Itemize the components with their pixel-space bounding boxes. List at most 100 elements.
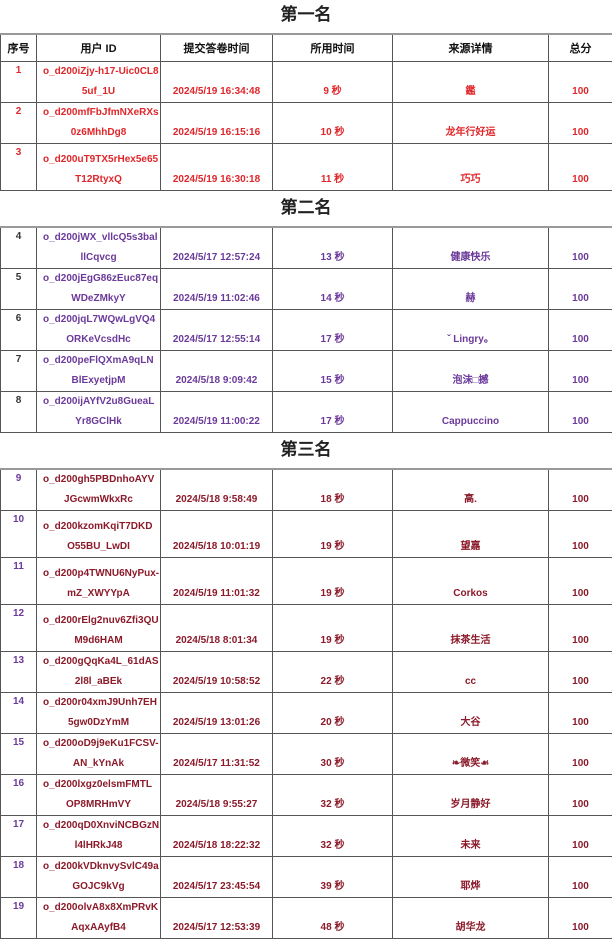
user-id-line: o_d200rElg2nuv6Zfi3QU (37, 611, 160, 631)
time-used: 18 秒 (273, 469, 393, 511)
user-id-line: o_d200peFlQXmA9qLN (37, 351, 160, 371)
rank-index: 3 (1, 144, 37, 191)
user-id-line: o_d200oD9j9eKu1FCSV- (37, 734, 160, 754)
user-id-line: AqxAAyfB4 (37, 918, 160, 938)
total-score: 100 (549, 392, 612, 433)
submit-time: 2024/5/17 12:53:39 (161, 898, 273, 939)
submit-time: 2024/5/18 9:55:27 (161, 775, 273, 816)
submit-time: 2024/5/17 12:57:24 (161, 227, 273, 269)
user-id-line: o_d200uT9TX5rHex5e65 (37, 150, 160, 170)
time-used: 15 秒 (273, 351, 393, 392)
user-id-line: o_d200gh5PBDnhoAYV (37, 470, 160, 490)
time-used: 17 秒 (273, 310, 393, 351)
rank-index: 8 (1, 392, 37, 433)
user-id-line: JGcwmWkxRc (37, 490, 160, 510)
rank-index: 12 (1, 605, 37, 652)
rank-index: 15 (1, 734, 37, 775)
submit-time: 2024/5/19 13:01:26 (161, 693, 273, 734)
submit-time: 2024/5/19 16:30:18 (161, 144, 273, 191)
source-detail: Cappuccino (393, 392, 549, 433)
user-id-line: o_d200iZjy-h17-Uic0CL8 (37, 62, 160, 82)
total-score: 100 (549, 103, 612, 144)
source-detail: cc (393, 652, 549, 693)
submit-time: 2024/5/19 11:01:32 (161, 558, 273, 605)
total-score: 100 (549, 816, 612, 857)
time-used: 32 秒 (273, 775, 393, 816)
column-header: 所用时间 (273, 34, 393, 62)
source-detail: 高. (393, 469, 549, 511)
source-detail: 巧巧 (393, 144, 549, 191)
user-id-line: T12RtyxQ (37, 170, 160, 190)
rank-index: 18 (1, 857, 37, 898)
total-score: 100 (549, 898, 612, 939)
user-id-line: mZ_XWYYpA (37, 584, 160, 604)
source-detail: ˇ Lingry。 (393, 310, 549, 351)
time-used: 30 秒 (273, 734, 393, 775)
user-id-line: o_d200p4TWNU6NyPux- (37, 564, 160, 584)
user-id-line: 2l8l_aBEk (37, 672, 160, 692)
submit-time: 2024/5/19 16:34:48 (161, 62, 273, 103)
column-header: 用户 ID (37, 34, 161, 62)
user-id-line: BlExyetjpM (37, 371, 160, 391)
user-id-line: o_d200olvA8x8XmPRvK (37, 898, 160, 918)
user-id-line: o_d200lxgz0elsmFMTL (37, 775, 160, 795)
total-score: 100 (549, 144, 612, 191)
submit-time: 2024/5/18 9:09:42 (161, 351, 273, 392)
source-detail: ❧微笑☙ (393, 734, 549, 775)
time-used: 13 秒 (273, 227, 393, 269)
total-score: 100 (549, 469, 612, 511)
user-id-line: o_d200ijAYfV2u8GueaL (37, 392, 160, 412)
rank-index: 6 (1, 310, 37, 351)
time-used: 10 秒 (273, 103, 393, 144)
rank-index: 19 (1, 898, 37, 939)
rank-index: 4 (1, 227, 37, 269)
total-score: 100 (549, 734, 612, 775)
time-used: 19 秒 (273, 558, 393, 605)
user-id-line: M9d6HAM (37, 631, 160, 651)
time-used: 48 秒 (273, 898, 393, 939)
user-id-line: o_d200jEgG86zEuc87eq (37, 269, 160, 289)
user-id-line: o_d200mfFbJfmNXeRXs (37, 103, 160, 123)
section-title: 第一名 (0, 5, 612, 25)
user-id-line: Yr8GClHk (37, 412, 160, 432)
rank-index: 1 (1, 62, 37, 103)
time-used: 19 秒 (273, 511, 393, 558)
column-header: 序号 (1, 34, 37, 62)
rank-index: 7 (1, 351, 37, 392)
source-detail: 耶烨 (393, 857, 549, 898)
user-id: o_d200p4TWNU6NyPux-mZ_XWYYpA (37, 558, 161, 605)
section-title: 第三名 (0, 440, 612, 460)
column-header: 总分 (549, 34, 612, 62)
time-used: 19 秒 (273, 605, 393, 652)
source-detail: 胡华龙 (393, 898, 549, 939)
time-used: 39 秒 (273, 857, 393, 898)
total-score: 100 (549, 652, 612, 693)
user-id: o_d200oD9j9eKu1FCSV-AN_kYnAk (37, 734, 161, 775)
total-score: 100 (549, 351, 612, 392)
section-title: 第二名 (0, 198, 612, 218)
rank-index: 14 (1, 693, 37, 734)
source-detail: Corkos (393, 558, 549, 605)
column-header: 提交答卷时间 (161, 34, 273, 62)
time-used: 32 秒 (273, 816, 393, 857)
